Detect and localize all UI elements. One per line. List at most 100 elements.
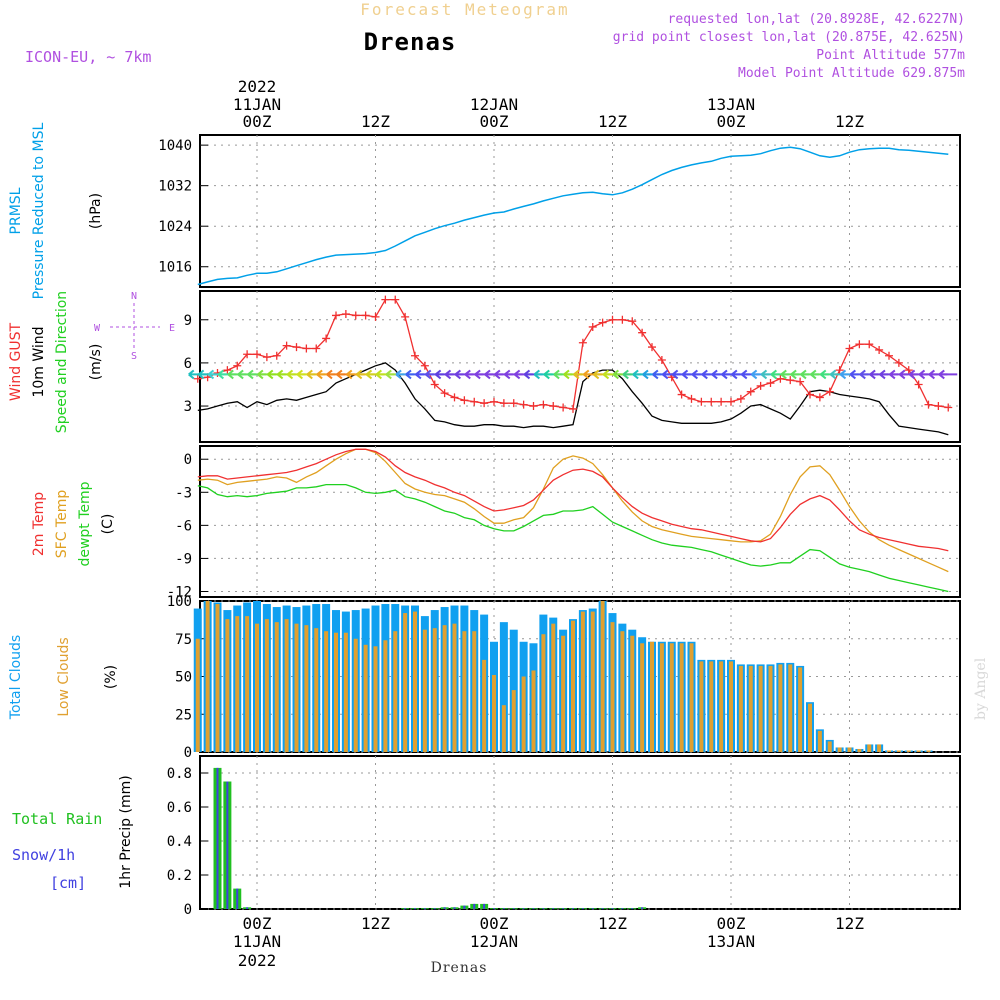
snow-bar [552,908,555,910]
panel-frame [199,445,961,598]
bottom-time-label: 12Z [598,914,627,933]
gust-marker [638,328,647,337]
low-cloud-bar [334,632,338,752]
bottom-date-label: 11JAN [233,932,281,951]
bottom-time-label: 00Z [717,914,746,933]
y-tick-label: -9 [175,551,192,567]
pressure-line [197,146,949,286]
gust-marker [411,351,419,360]
low-cloud-bar [798,667,803,752]
y-tick-label: 3 [184,399,192,415]
top-date-label: 12JAN [470,95,518,114]
low-cloud-bar [650,641,654,752]
low-cloud-bar [659,643,664,752]
low-cloud-bar [620,631,625,752]
low-cloud-bar [827,741,832,752]
low-cloud-bar [501,705,506,752]
temp-axis-label: dewpt Temp [77,481,93,566]
y-tick-label: 0.6 [167,800,192,816]
gust-marker [381,295,390,304]
y-tick-label: -6 [175,518,192,534]
y-tick-label: 9 [184,313,192,329]
gust-marker [262,353,271,362]
panel-temperature: -12 -9 -6 -3 0 [167,445,961,600]
low-cloud-bar [896,750,901,752]
rain-legend: Total Rain [12,810,102,828]
gust-marker [371,312,380,321]
gust-marker [539,400,548,409]
temp-line-dewpt [197,483,949,593]
snow-bar [621,908,624,910]
low-cloud-bar [442,625,447,752]
low-cloud-bar [255,623,259,752]
y-tick-label: 0 [184,452,192,468]
gust-marker [460,396,469,405]
panel-wind: 3 6 9 [184,290,961,443]
wind-direction-arrow [938,369,958,380]
low-cloud-bar [679,643,684,752]
gust-marker [282,341,291,350]
snow-bar [216,767,219,909]
gust-marker [549,402,558,411]
temp-line-t2m [197,448,949,552]
y-tick-label: 1024 [158,219,192,235]
snow-bar [532,908,535,910]
low-cloud-bar [817,730,822,752]
gust-marker [736,394,745,403]
bottom-time-label: 12Z [361,914,390,933]
snow-bar [246,907,249,909]
gust-marker [351,311,360,320]
snow-bar [493,908,495,910]
gust-marker [292,343,301,352]
gust-marker [391,295,400,304]
low-cloud-bar [403,613,408,752]
low-cloud-bar [205,601,210,752]
top-time-label: 00Z [243,112,272,131]
gust-marker [707,397,716,406]
gust-marker [509,399,518,408]
low-cloud-bar [304,625,309,752]
gust-marker [490,397,498,406]
low-cloud-bar [877,744,882,752]
gust-marker [243,350,252,359]
snow-bar [601,908,604,910]
low-cloud-bar [235,616,240,752]
y-tick-label: 25 [175,707,192,723]
low-cloud-bar [926,750,931,752]
gust-marker [578,338,587,347]
panel-precip: 0 0.2 0.4 0.6 0.8 [167,755,961,918]
low-cloud-bar [324,631,329,752]
total-cloud-bar [499,622,508,752]
y-tick-label: 75 [175,632,192,648]
low-cloud-bar [709,661,714,752]
gust-marker [440,389,449,398]
snow-bar [591,908,594,910]
model-altitude: Model Point Altitude 629.875m [738,66,965,81]
top-time-label: 12Z [598,112,627,131]
gust-marker [766,379,775,388]
gust-marker [815,393,824,402]
gust-marker [875,345,884,354]
gust-marker [924,400,933,409]
snow-bar [572,908,574,910]
gust-marker [717,397,726,406]
low-cloud-bar [837,747,842,752]
temp-line-sfc [197,448,949,573]
snow-bar [512,908,515,910]
low-cloud-bar [393,631,398,752]
bottom-year-label: 2022 [238,951,277,970]
gust-marker [727,397,735,406]
top-date-label: 11JAN [233,95,281,114]
low-cloud-bar [363,644,368,752]
low-cloud-bar [294,623,299,752]
y-tick-label: 6 [184,356,192,372]
gust-marker [272,351,281,360]
low-cloud-bar [867,744,872,752]
gust-marker [598,318,607,327]
location-title: Drenas [364,28,457,56]
bottom-date-label: 13JAN [707,932,755,951]
low-cloud-bar [640,643,645,752]
point-altitude: Point Altitude 577m [816,48,965,63]
low-cloud-bar [729,661,733,752]
